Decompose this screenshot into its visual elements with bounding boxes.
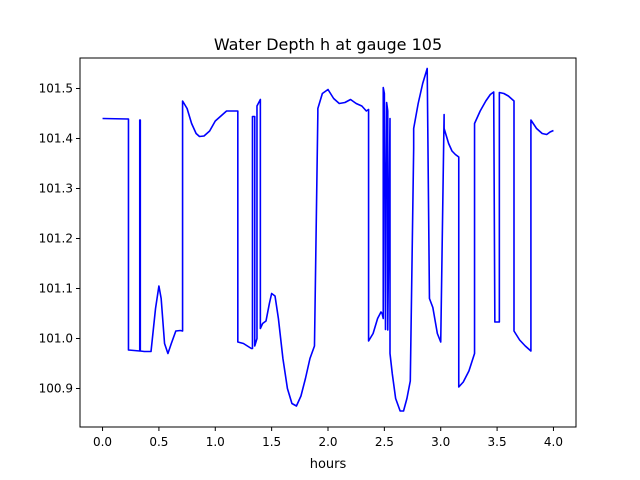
x-tick-label: 3.0 <box>431 435 450 449</box>
x-tick-label: 1.5 <box>262 435 281 449</box>
y-tick-label: 101.4 <box>39 132 73 146</box>
x-tick-label: 1.0 <box>206 435 225 449</box>
x-tick-label: 0.0 <box>93 435 112 449</box>
y-tick-label: 101.5 <box>39 82 73 96</box>
x-tick-label: 2.0 <box>318 435 337 449</box>
y-tick-label: 101.3 <box>39 182 73 196</box>
x-axis-label: hours <box>310 457 347 472</box>
y-axis-ticks: 100.9 101.0 101.1 101.2 101.3 101.4 101.5 <box>39 82 80 396</box>
y-tick-label: 101.1 <box>39 282 73 296</box>
y-tick-label: 101.0 <box>39 332 73 346</box>
y-tick-label: 101.2 <box>39 232 73 246</box>
x-tick-label: 3.5 <box>488 435 507 449</box>
y-tick-label: 100.9 <box>39 382 73 396</box>
x-tick-label: 0.5 <box>149 435 168 449</box>
x-tick-label: 4.0 <box>544 435 563 449</box>
x-tick-label: 2.5 <box>375 435 394 449</box>
series-line-0 <box>102 67 554 412</box>
chart-title: Water Depth h at gauge 105 <box>214 35 442 54</box>
x-axis-ticks: 0.0 0.5 1.0 1.5 2.0 2.5 3.0 3.5 4.0 <box>93 427 563 449</box>
